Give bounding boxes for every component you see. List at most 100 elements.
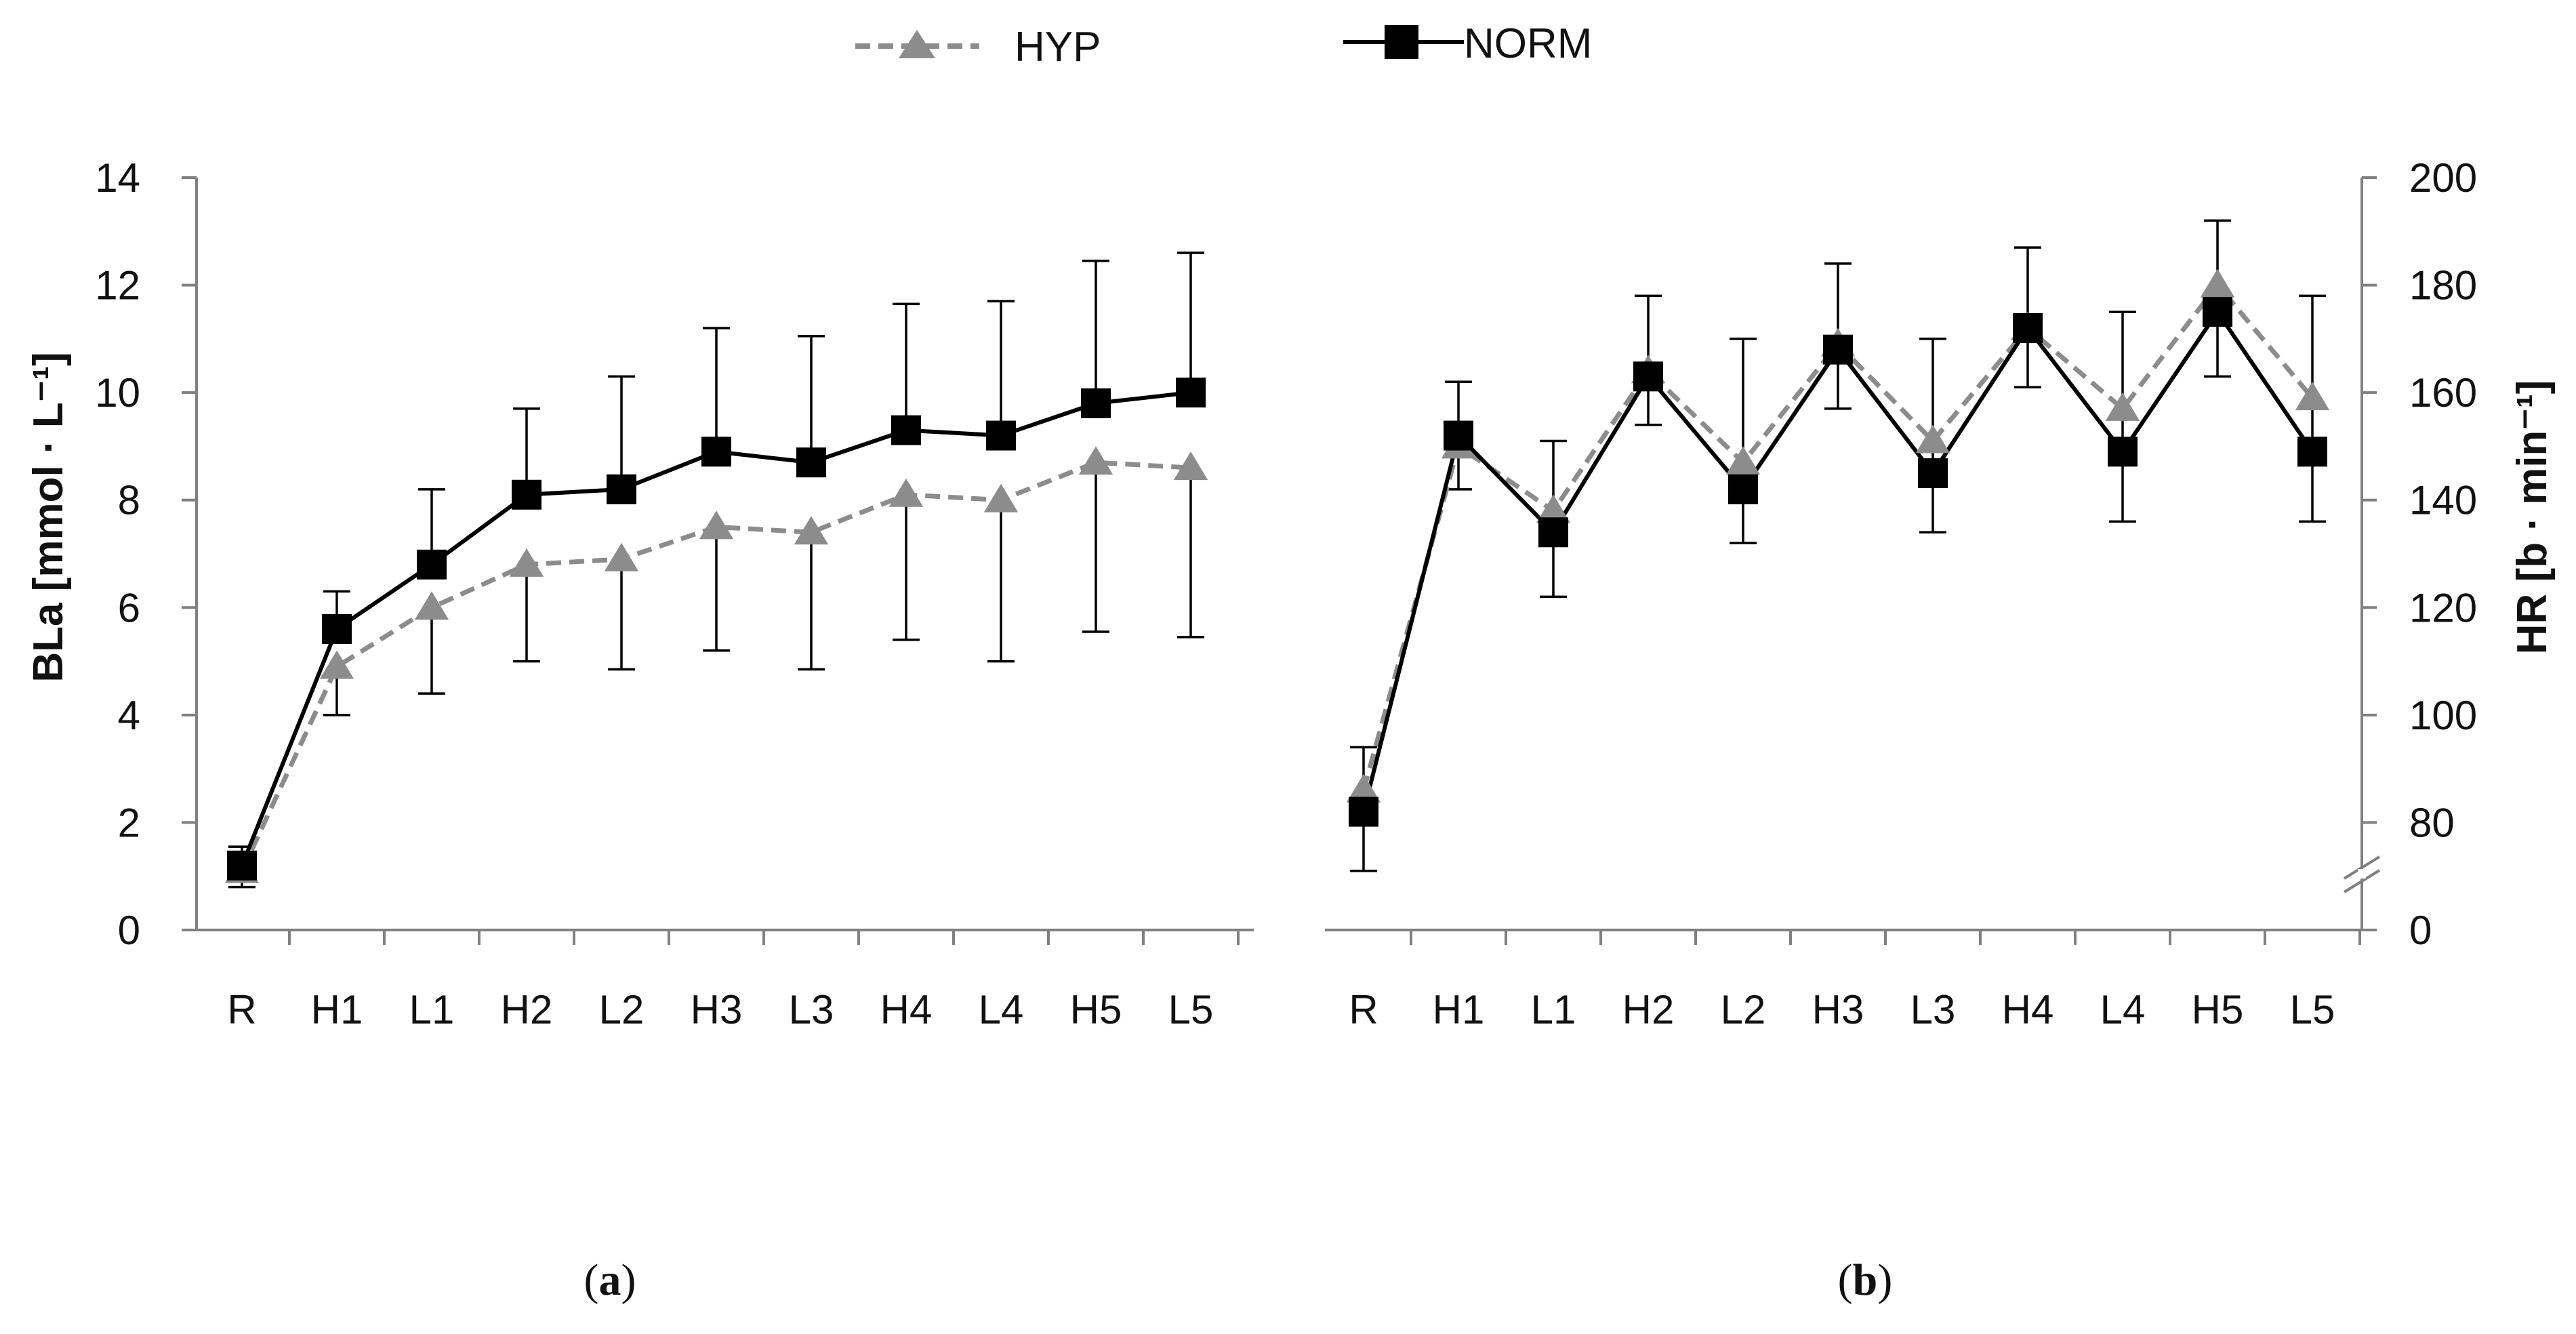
panel-b-x-tick-label: H5 (2192, 987, 2244, 1032)
panel-a-hyp-marker (414, 591, 449, 620)
panel-a-norm-marker (1081, 388, 1111, 418)
panel-b-y-tick-label: 120 (2409, 585, 2477, 630)
panel-b-x-tick-label: H1 (1433, 987, 1485, 1032)
panel-b-hyp-marker (1725, 446, 1761, 475)
panel-b-y-tick-label: 180 (2409, 263, 2477, 308)
panel-a-y-tick-label: 0 (118, 908, 140, 953)
panel-b-x-tick-label: L2 (1721, 987, 1766, 1032)
panel-a-label: (a) (584, 1255, 636, 1305)
panel-a-label-close: ) (621, 1255, 636, 1305)
panel-b-x-tick-label: L3 (1910, 987, 1956, 1032)
panel-a-markers (224, 378, 1208, 883)
panel-a-x-tick-label: H2 (501, 987, 553, 1032)
panel-a-x-tick-label: L3 (789, 987, 834, 1032)
panel-a-label-letter: a (599, 1255, 621, 1305)
panel-a-y-tick-label: 14 (95, 155, 140, 201)
panel-a-norm-marker (986, 420, 1016, 451)
panel-b-hyp-marker (2200, 268, 2235, 298)
panel-a-x-tick-label: H4 (880, 987, 933, 1032)
panel-a-y-ticks: 0 2 4 6 8 10 12 14 (95, 155, 197, 953)
panel-b-label: (b) (1838, 1255, 1893, 1305)
panel-b-markers (1346, 268, 2330, 827)
panel-a-hyp-marker (1173, 451, 1208, 481)
panel-b-y-tick-label: 80 (2409, 800, 2455, 845)
panel-a-hyp-marker (509, 548, 544, 577)
panel-a-x-tick-label: R (227, 987, 256, 1032)
panel-b-y-tick-label: 200 (2409, 155, 2477, 201)
panel-a-y-tick-label: 4 (118, 693, 140, 738)
legend-hyp-marker (899, 30, 935, 58)
panel-a-y-axis-title: BLa [mmol · L⁻¹] (25, 352, 72, 682)
panel-b-hyp-marker (2105, 392, 2140, 421)
panel-b-x-tick-label: R (1349, 987, 1378, 1032)
panel-b-label-letter: b (1853, 1255, 1878, 1305)
panel-b-norm-marker (2013, 313, 2043, 343)
panel-b-x-tick-label: H3 (1812, 987, 1864, 1032)
panel-a-norm-marker (701, 437, 731, 467)
panel-a-hyp-marker (699, 510, 734, 540)
panel-a-norm-marker (322, 614, 352, 644)
legend: HYP NORM (855, 20, 1592, 70)
panel-a-x-tick-label: H1 (311, 987, 363, 1032)
panel-b-norm-marker (1633, 361, 1663, 392)
panel-a-label-open: ( (584, 1255, 599, 1305)
legend-hyp-label: HYP (1015, 24, 1101, 70)
panel-b-norm-marker (2203, 297, 2232, 327)
panel-b-hyp-marker (1346, 773, 1381, 803)
panel-b-hyp-marker (1536, 494, 1571, 523)
panel-b-norm-marker (1728, 474, 1758, 504)
panel-a-norm-marker (796, 447, 826, 478)
panel-b-hyp-marker (2295, 382, 2330, 411)
panel-a-y-tick-label: 8 (118, 478, 140, 523)
panel-b-y-ticks: 80 100 120 140 160 180 200 0 (2362, 155, 2477, 953)
panel-a-hyp-marker (794, 516, 829, 545)
panel-a-x-tick-label: H3 (691, 987, 743, 1032)
panel-b-norm-marker (1538, 517, 1568, 548)
panel-a-error-bars (228, 251, 1204, 889)
panel-b-axis-break-mark (2343, 855, 2381, 880)
panel-a-x-tick-label: L5 (1168, 987, 1214, 1032)
panel-b-y-tick-label: 160 (2409, 370, 2477, 416)
panel-b-norm-marker (1349, 796, 1378, 827)
panel-a-hyp-marker (319, 650, 354, 679)
legend-norm-label: NORM (1464, 20, 1592, 67)
panel-a-x-tick-label: L1 (409, 987, 455, 1032)
panel-a-norm-marker (607, 474, 636, 504)
panel-a-hyp-marker (888, 478, 924, 507)
panel-b-norm-marker (1823, 334, 1853, 365)
legend-norm-marker (1385, 25, 1418, 59)
panel-a-hyp-marker (604, 542, 639, 571)
panel-b-norm-marker (2108, 437, 2138, 467)
panel-b-error-bars (1350, 219, 2326, 872)
panel-a-hyp-marker (1078, 446, 1113, 475)
panel-b-axis-break-mark (2343, 869, 2381, 893)
panel-a-axes (195, 178, 1254, 931)
panel-a-x-tick-label: L4 (979, 987, 1024, 1032)
panel-a-hyp-marker (983, 483, 1019, 512)
panel-b-y-tick-label: 140 (2409, 478, 2477, 523)
panel-a-norm-marker (891, 415, 921, 445)
panel-b-x-tick-label: L1 (1531, 987, 1576, 1032)
panel-b-label-open: ( (1838, 1255, 1853, 1305)
panel-b-y-origin-label: 0 (2409, 908, 2432, 953)
panel-b-x-ticks: R H1 L1 H2 L2 H3 L3 H4 L4 H5 L5 (1349, 930, 2361, 1032)
panel-b-norm-marker (2297, 437, 2327, 467)
panel-b-chart: 80 100 120 140 160 180 200 0 R H1 L1 H2 L2 H3 L3 H4 L4 H… (1325, 155, 2556, 1032)
panel-b-axes (1325, 178, 2381, 931)
panel-b-x-tick-label: H4 (2002, 987, 2054, 1032)
panel-a-x-tick-label: H5 (1070, 987, 1122, 1032)
panel-a-norm-marker (417, 549, 447, 580)
panel-a-norm-marker (1176, 378, 1206, 408)
panel-b-label-close: ) (1877, 1255, 1892, 1305)
panel-a-y-tick-label: 2 (118, 800, 140, 845)
panel-a-y-tick-label: 12 (95, 263, 140, 308)
panel-b-y-tick-label: 100 (2409, 693, 2477, 738)
panel-b-norm-marker (1444, 420, 1473, 451)
panel-b-axis-break-gap (2358, 869, 2366, 878)
panel-a-y-tick-label: 6 (118, 585, 140, 630)
panel-b-y-axis-title: HR [b · min⁻¹] (2509, 380, 2556, 655)
panel-a-x-tick-label: L2 (599, 987, 645, 1032)
panel-b-hyp-marker (1915, 424, 1950, 453)
panel-a-x-ticks: R H1 L1 H2 L2 H3 L3 H4 L4 H5 L5 (227, 930, 1240, 1032)
